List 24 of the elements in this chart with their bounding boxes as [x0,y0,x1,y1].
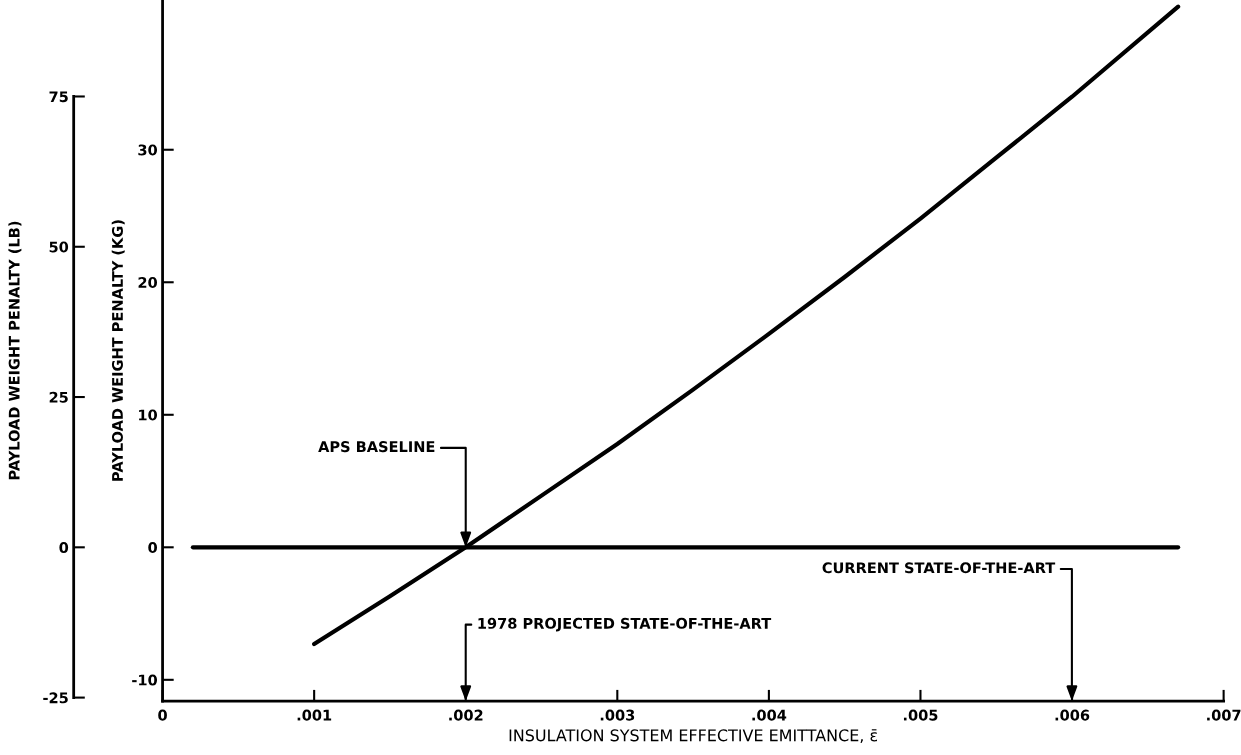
x-tick-label: .002 [449,709,483,721]
x-tick-label: .001 [297,709,332,721]
y2-tick-label: 25 [49,391,68,403]
y-tick-label: 20 [138,276,158,289]
x-axis-title: INSULATION SYSTEM EFFECTIVE EMITTANCE, ε̄ [509,729,878,744]
x-tick-label: .006 [1055,709,1090,721]
y-tick-label: -10 [132,674,158,686]
y-tick-label: 10 [139,409,158,421]
annotation: CURRENT STATE-OF-THE-ART [822,562,1056,574]
y-axis-title: PAYLOAD WEIGHT PENALTY (KG) [111,220,125,481]
y2-tick-label: 75 [49,91,68,103]
x-tick-label: .005 [903,709,938,721]
x-tick-label: .003 [600,709,635,721]
y2-tick-label: 50 [49,241,69,253]
x-tick-label: 0 [158,709,167,721]
x-tick-label: .007 [1207,709,1241,721]
y2-axis-title: PAYLOAD WEIGHT PENALTY (LB) [8,221,22,480]
annotation: 1978 PROJECTED STATE-OF-THE-ART [478,617,772,632]
y2-tick-label: -25 [43,692,68,704]
y-tick-label: 0 [148,542,158,554]
x-tick-label: .004 [752,709,787,721]
y2-tick-label: 0 [59,542,69,554]
annotation: APS BASELINE [318,441,435,453]
y-tick-label: 30 [138,144,158,156]
